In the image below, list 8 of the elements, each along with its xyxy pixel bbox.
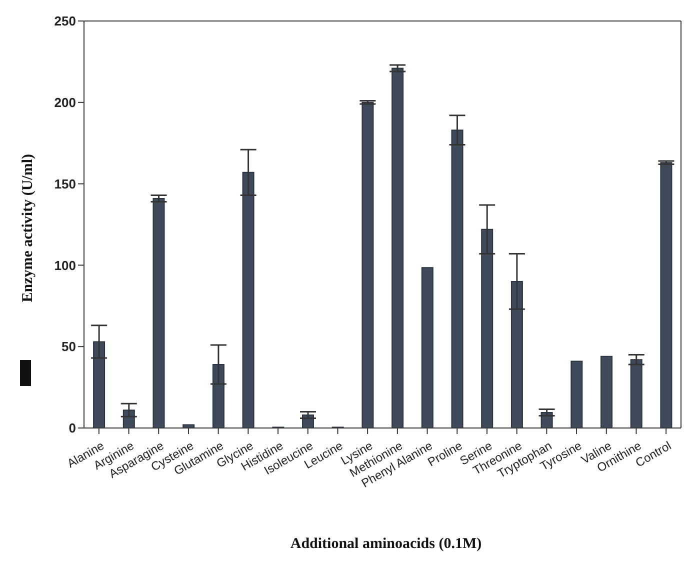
y-tick-label: 0 <box>68 420 76 436</box>
y-tick-label: 250 <box>54 14 76 29</box>
y-tick-label: 50 <box>62 339 76 354</box>
y-tick-label: 100 <box>54 258 76 273</box>
y-tick-label: 150 <box>54 176 76 192</box>
y-tick-label: 200 <box>54 95 76 110</box>
y-axis-title: Enzyme activity (U/ml) <box>20 154 36 303</box>
x-axis-title: Additional aminoacids (0.1M) <box>289 536 483 553</box>
